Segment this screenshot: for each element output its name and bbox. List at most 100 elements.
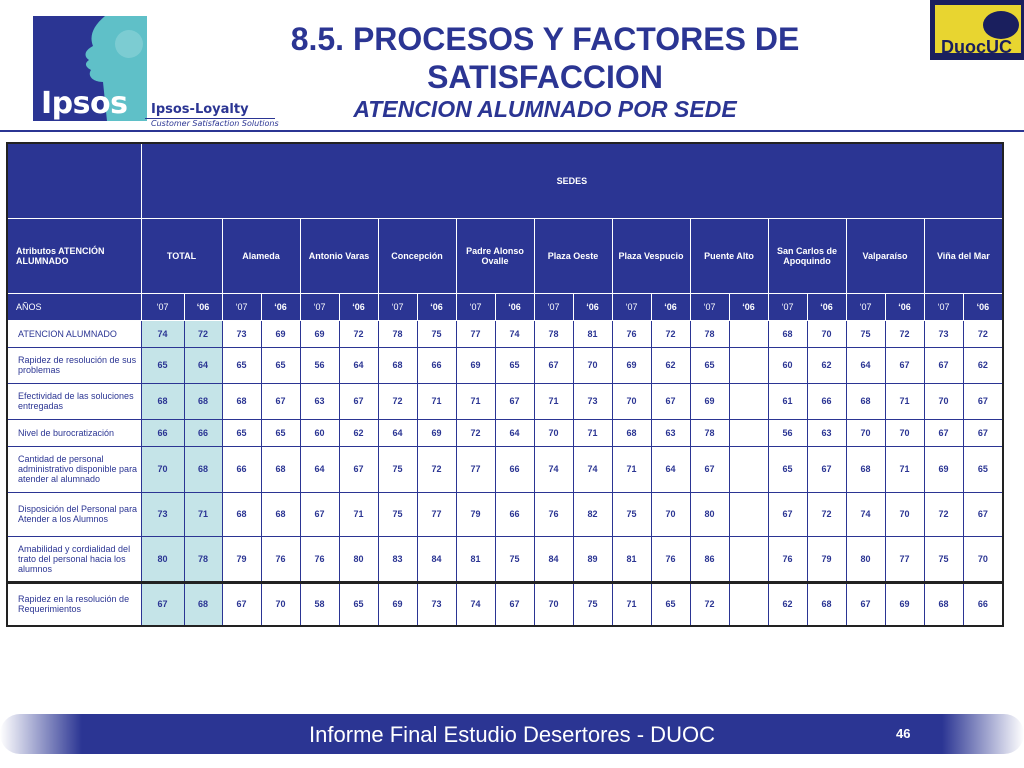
table-cell: 68: [260, 491, 301, 537]
table-cell: 76: [260, 535, 301, 583]
year-06: ‘06: [338, 292, 379, 321]
table-cell: 60: [767, 346, 808, 384]
table-cell: 62: [767, 580, 808, 627]
table-cell: 80: [689, 491, 730, 537]
year-06: ‘06: [260, 292, 301, 321]
table-cell: 74: [533, 445, 574, 493]
duoc-logo-text: DuocUC: [941, 37, 1012, 57]
table-cell: 75: [377, 491, 418, 537]
table-cell: [728, 418, 769, 447]
table-cell: 65: [650, 580, 691, 627]
total-cell: 66: [140, 418, 185, 447]
table-cell: 67: [260, 382, 301, 420]
years-row: AÑOS ‘07 ‘06 ‘07 ‘06 ‘07 ‘06 ‘07 ‘06 ‘07 ‘06 …: [6, 292, 1004, 321]
year-06: ‘06: [416, 292, 457, 321]
table-cell: 76: [299, 535, 340, 583]
table-cell: 75: [416, 319, 457, 348]
header-divider: [0, 130, 1024, 132]
table-cell: 70: [260, 580, 301, 627]
table-cell: 68: [767, 319, 808, 348]
page-subtitle: ATENCION ALUMNADO POR SEDE: [300, 96, 790, 123]
table-cell: 77: [416, 491, 457, 537]
table-cell: 78: [377, 319, 418, 348]
table-cell: 84: [533, 535, 574, 583]
table-row: Efectividad de las soluciones entregadas…: [6, 382, 1004, 420]
year-07: ‘07: [923, 292, 964, 321]
footer-text: Informe Final Estudio Desertores - DUOC: [309, 722, 715, 747]
table-cell: 67: [806, 445, 847, 493]
row-label: Cantidad de personal administrativo disp…: [6, 445, 142, 493]
table-cell: 71: [533, 382, 574, 420]
table-cell: 89: [572, 535, 613, 583]
table-cell: 73: [572, 382, 613, 420]
table-cell: 68: [923, 580, 964, 627]
ipsos-wordmark: Ipsos: [41, 86, 128, 121]
table-cell: 74: [572, 445, 613, 493]
table-cell: 66: [962, 580, 1004, 627]
table-body: ATENCION ALUMNADO 74 72 73 69 69 72 78 75 77 74 78 8…: [6, 319, 1004, 627]
loyalty-title: Ipsos-Loyalty: [151, 102, 249, 117]
table-cell: 70: [611, 382, 652, 420]
table-cell: 69: [299, 319, 340, 348]
duoc-logo-inner: DuocUC: [934, 4, 1022, 57]
col-header-san-carlos: San Carlos de Apoquindo: [767, 217, 847, 294]
column-header-row: Atributos ATENCIÓN ALUMNADO TOTAL Alamed…: [6, 217, 1004, 294]
sedes-header: SEDES: [140, 142, 1004, 219]
table-cell: 78: [533, 319, 574, 348]
table-cell: 68: [377, 346, 418, 384]
col-header-antonio-varas: Antonio Varas: [299, 217, 379, 294]
total-cell: 68: [140, 382, 185, 420]
table-cell: 76: [650, 535, 691, 583]
table-cell: 60: [299, 418, 340, 447]
table-cell: [728, 382, 769, 420]
table-cell: 72: [689, 580, 730, 627]
table-cell: 71: [338, 491, 379, 537]
table-cell: 68: [221, 491, 262, 537]
table-cell: 67: [338, 382, 379, 420]
total-cell: 64: [183, 346, 223, 384]
table-row: ATENCION ALUMNADO 74 72 73 69 69 72 78 75 77 74 78 8…: [6, 319, 1004, 348]
year-06: ‘06: [183, 292, 223, 321]
table-cell: 79: [806, 535, 847, 583]
table-cell: 63: [299, 382, 340, 420]
table-cell: 72: [923, 491, 964, 537]
table-cell: 66: [806, 382, 847, 420]
table-cell: 72: [338, 319, 379, 348]
table-row: Nivel de burocratización 66 66 65 65 60 62 64 69…: [6, 418, 1004, 447]
row-label: Disposición del Personal para Atender a …: [6, 491, 142, 537]
table-cell: 66: [494, 491, 535, 537]
table-cell: 65: [689, 346, 730, 384]
page-title-line1: 8.5. PROCESOS Y FACTORES DE: [290, 21, 800, 57]
year-07: ‘07: [140, 292, 185, 321]
year-06: ‘06: [962, 292, 1004, 321]
table-cell: 75: [923, 535, 964, 583]
table-cell: 65: [260, 346, 301, 384]
table-cell: 69: [455, 346, 496, 384]
table-cell: 70: [650, 491, 691, 537]
sedes-header-row: SEDES: [6, 142, 1004, 219]
year-06: ‘06: [728, 292, 769, 321]
total-cell: 68: [183, 445, 223, 493]
table-cell: 67: [962, 418, 1004, 447]
table-cell: 67: [962, 382, 1004, 420]
subtitle-emphasis: SEDE: [674, 96, 737, 122]
table-row: Cantidad de personal administrativo disp…: [6, 445, 1004, 493]
table-cell: 69: [923, 445, 964, 493]
loyalty-divider: [145, 118, 275, 119]
table-cell: 64: [299, 445, 340, 493]
years-label: AÑOS: [6, 292, 142, 321]
table-cell: 68: [806, 580, 847, 627]
table-cell: 78: [689, 418, 730, 447]
table-cell: [728, 319, 769, 348]
col-header-vina-del-mar: Viña del Mar: [923, 217, 1004, 294]
table-row: Rapidez en la resolución de Requerimient…: [6, 580, 1004, 627]
table-cell: 72: [806, 491, 847, 537]
table-cell: [728, 491, 769, 537]
table-cell: 67: [767, 491, 808, 537]
table-cell: 68: [221, 382, 262, 420]
table-cell: 79: [455, 491, 496, 537]
col-header-total: TOTAL: [140, 217, 223, 294]
total-cell: 78: [183, 535, 223, 583]
table-cell: 73: [923, 319, 964, 348]
table-cell: 78: [689, 319, 730, 348]
